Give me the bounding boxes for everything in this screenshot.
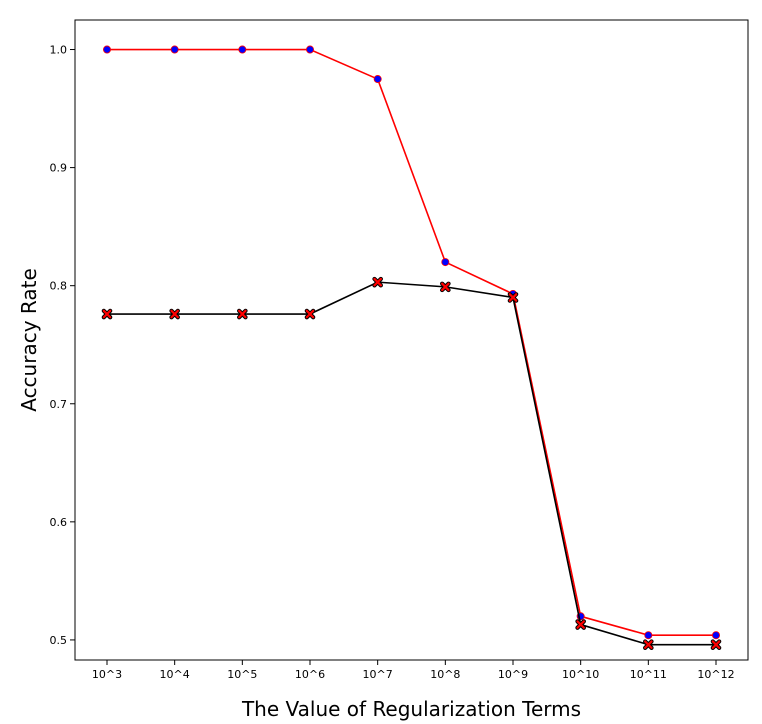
data-point	[169, 308, 180, 320]
data-point	[304, 308, 316, 320]
x-tick-label: 10^6	[295, 668, 325, 681]
y-axis-label: Accuracy Rate	[17, 268, 41, 412]
data-point	[644, 631, 653, 640]
x-tick-label: 10^12	[697, 668, 734, 681]
data-point	[643, 639, 654, 650]
data-point	[101, 308, 113, 320]
y-tick-label: 0.5	[50, 634, 68, 647]
data-point	[372, 276, 383, 288]
series-layer	[101, 45, 722, 650]
data-point	[238, 45, 247, 54]
x-tick-label: 10^3	[92, 668, 122, 681]
data-point	[103, 45, 112, 54]
data-point	[712, 631, 721, 640]
data-point	[575, 619, 586, 630]
x-tick-label: 10^11	[630, 668, 667, 681]
plot-frame	[74, 19, 749, 661]
x-tick-label: 10^8	[430, 668, 460, 681]
series-line-upper	[107, 48, 716, 637]
data-point	[710, 639, 722, 650]
x-tick-label: 10^9	[498, 668, 528, 681]
data-point	[373, 75, 382, 84]
y-tick-label: 0.8	[50, 280, 68, 293]
series-upper	[103, 45, 721, 640]
x-axis-label: The Value of Regularization Terms	[241, 697, 581, 721]
data-point	[441, 258, 450, 267]
y-tick-label: 1.0	[50, 44, 68, 57]
x-tick-label: 10^10	[562, 668, 599, 681]
data-point	[305, 45, 314, 54]
data-point	[237, 308, 248, 320]
x-tick-label: 10^5	[227, 668, 257, 681]
x-axis: 10^3 10^4 10^5 10^6 10^7 10^8 10^9 10^10 10^11 10…	[92, 660, 735, 681]
y-tick-label: 0.9	[50, 162, 68, 175]
series-line-lower	[107, 281, 716, 646]
plot-area	[74, 19, 749, 661]
x-tick-label: 10^7	[363, 668, 393, 681]
data-point	[507, 292, 519, 303]
y-axis: 0.5 0.6 0.7 0.8 0.9 1.0	[50, 44, 75, 647]
y-tick-label: 0.6	[50, 516, 68, 529]
data-point	[440, 281, 451, 293]
y-tick-label: 0.7	[50, 398, 68, 411]
x-tick-label: 10^4	[160, 668, 190, 681]
series-lower	[101, 276, 722, 650]
data-point	[170, 45, 179, 54]
